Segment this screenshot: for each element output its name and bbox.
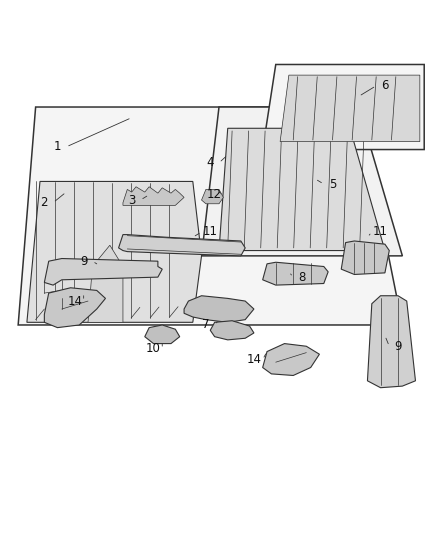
Polygon shape (44, 259, 162, 285)
Text: 12: 12 (207, 188, 222, 201)
Polygon shape (263, 64, 424, 150)
Text: 3: 3 (128, 193, 135, 207)
Text: 11: 11 (203, 225, 218, 238)
Polygon shape (123, 187, 184, 205)
Polygon shape (210, 321, 254, 340)
Polygon shape (201, 189, 223, 204)
Text: 6: 6 (381, 79, 389, 92)
Polygon shape (263, 344, 319, 375)
Polygon shape (44, 288, 106, 328)
Text: 14: 14 (247, 353, 261, 366)
Polygon shape (263, 262, 328, 285)
Text: 1: 1 (54, 140, 61, 154)
Polygon shape (341, 241, 389, 274)
Text: 8: 8 (298, 271, 306, 284)
Polygon shape (27, 181, 201, 322)
Polygon shape (219, 128, 385, 251)
Text: 14: 14 (67, 295, 82, 308)
Text: 5: 5 (329, 177, 336, 191)
Polygon shape (184, 296, 254, 322)
Text: 10: 10 (146, 342, 161, 356)
Polygon shape (88, 245, 123, 322)
Text: 9: 9 (80, 255, 88, 268)
Polygon shape (201, 107, 403, 256)
Polygon shape (119, 235, 245, 256)
Polygon shape (367, 296, 416, 387)
Polygon shape (145, 325, 180, 344)
Polygon shape (18, 107, 403, 325)
Text: 11: 11 (373, 225, 388, 238)
Text: 2: 2 (41, 196, 48, 209)
Text: 9: 9 (394, 340, 402, 353)
Text: 4: 4 (207, 156, 214, 169)
Text: 7: 7 (202, 319, 210, 332)
Polygon shape (280, 75, 420, 142)
